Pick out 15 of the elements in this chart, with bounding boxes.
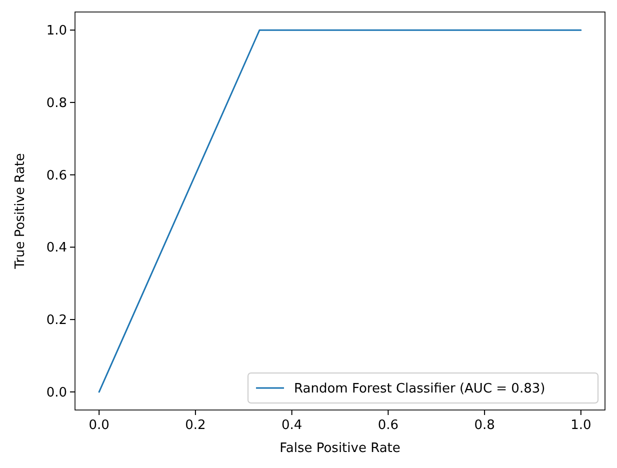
y-tick-label: 0.8 — [46, 96, 67, 112]
y-tick-label: 0.6 — [46, 168, 67, 184]
y-tick-label: 1.0 — [46, 24, 67, 39]
legend-label: Random Forest Classifier (AUC = 0.83) — [294, 382, 546, 397]
x-tick-label: 0.2 — [185, 418, 206, 433]
x-tick-label: 0.8 — [474, 418, 495, 433]
x-axis-title: False Positive Rate — [280, 441, 400, 456]
y-tick-label: 0.2 — [46, 313, 67, 328]
x-tick-label: 0.6 — [378, 418, 399, 433]
y-tick-label: 0.0 — [46, 385, 67, 400]
x-tick-label: 0.4 — [281, 418, 302, 433]
x-tick-label: 1.0 — [570, 418, 592, 433]
y-axis-title: True Positive Rate — [13, 153, 28, 270]
y-tick-label: 0.4 — [46, 240, 67, 256]
x-tick-label: 0.0 — [88, 418, 110, 433]
